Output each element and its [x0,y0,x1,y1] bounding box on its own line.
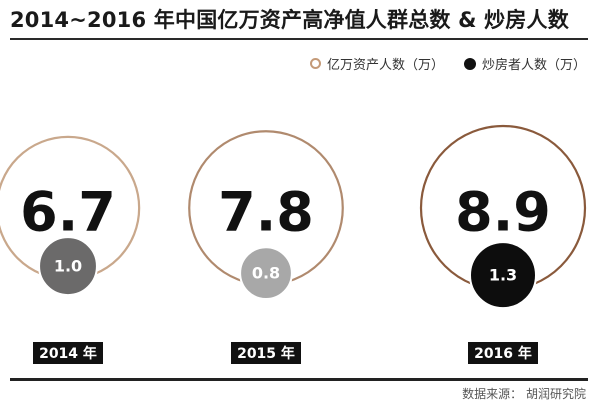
wealthy-value-label: 7.8 [218,181,314,244]
legend-ring-icon [309,58,321,69]
speculator-value-label: 1.3 [489,266,517,285]
legend-label-speculators: 炒房者人数（万） [481,58,586,73]
legend-label-wealthy: 亿万资产人数（万） [326,58,444,73]
year-tag-label: 2014 年 [39,345,97,362]
speculator-bubble [38,236,98,297]
wealthy-value-label: 6.7 [20,181,116,244]
title-divider [10,38,588,40]
speculator-value-label: 1.0 [54,257,82,276]
source-note: 数据来源： 胡润研究院 [462,387,586,401]
year-tag-label: 2015 年 [237,345,295,362]
speculator-bubble [469,241,537,310]
speculator-value-label: 0.8 [252,264,280,283]
wealthy-value-label: 8.9 [455,181,551,244]
chart-title: 2014~2016 年中国亿万资产高净值人群总数 & 炒房人数 [10,8,569,32]
year-tag-label: 2016 年 [474,345,532,362]
bottom-divider [10,378,588,381]
year-tag [231,342,301,364]
speculator-bubble [239,246,293,301]
legend-dot-icon [463,57,476,70]
legend: 亿万资产人数（万） 炒房者人数（万） [309,54,586,73]
year-tag [468,342,538,364]
year-tag [33,342,103,364]
